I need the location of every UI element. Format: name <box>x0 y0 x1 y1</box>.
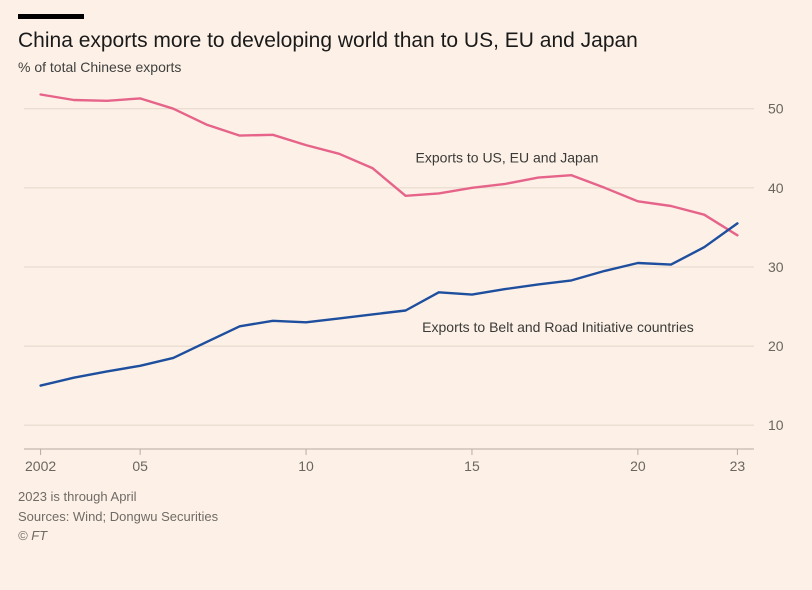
series-line <box>41 95 738 236</box>
series-line <box>41 223 738 385</box>
chart-container: China exports more to developing world t… <box>0 0 812 590</box>
y-tick-label: 10 <box>768 417 784 433</box>
chart-title: China exports more to developing world t… <box>18 29 794 53</box>
x-tick-label: 15 <box>464 458 480 474</box>
y-tick-label: 30 <box>768 259 784 275</box>
accent-bar <box>18 14 84 19</box>
x-tick-label: 20 <box>630 458 646 474</box>
y-tick-label: 40 <box>768 180 784 196</box>
x-tick-label: 2002 <box>25 458 56 474</box>
copyright: © FT <box>18 526 794 546</box>
sources: Sources: Wind; Dongwu Securities <box>18 507 794 527</box>
x-tick-label: 05 <box>132 458 148 474</box>
y-tick-label: 50 <box>768 101 784 117</box>
series-label: Exports to US, EU and Japan <box>416 150 599 166</box>
chart-svg: 10 20 30 40 50 2002 05 10 15 20 23 Exports to US, E… <box>18 79 794 479</box>
chart-subtitle: % of total Chinese exports <box>18 59 794 75</box>
chart-plot-area: 10 20 30 40 50 2002 05 10 15 20 23 Exports to US, E… <box>18 79 794 479</box>
y-tick-label: 20 <box>768 338 784 354</box>
x-tick-label: 23 <box>730 458 746 474</box>
chart-footer: 2023 is through April Sources: Wind; Don… <box>18 487 794 546</box>
series-label: Exports to Belt and Road Initiative coun… <box>422 319 694 335</box>
x-tick-label: 10 <box>298 458 314 474</box>
footnote: 2023 is through April <box>18 487 794 507</box>
